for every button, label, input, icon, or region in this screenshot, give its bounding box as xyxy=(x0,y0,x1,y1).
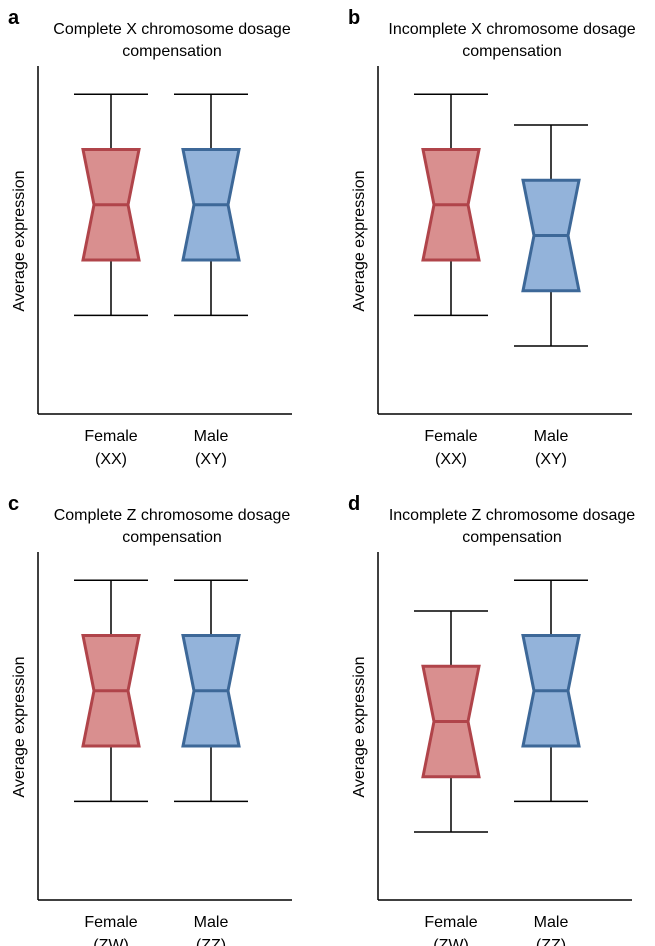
box-male xyxy=(514,124,588,347)
x-tick-sublabel: (XY) xyxy=(535,451,567,468)
box-female xyxy=(414,93,488,317)
chart-title: Complete X chromosome dosage xyxy=(53,21,291,38)
box-male xyxy=(174,579,248,803)
x-tick-label: Male xyxy=(194,428,229,445)
chart-title: compensation xyxy=(122,529,222,546)
panel-letter: b xyxy=(348,7,360,29)
x-tick-sublabel: (XX) xyxy=(435,451,467,468)
panel-letter: c xyxy=(8,493,19,515)
x-tick-label: Male xyxy=(194,914,229,931)
x-tick-label: Female xyxy=(424,914,477,931)
y-axis-label: Average expression xyxy=(351,656,368,797)
x-tick-label: Male xyxy=(534,914,569,931)
x-tick-label: Male xyxy=(534,428,569,445)
panel-c: c Complete Z chromosome dosage compensatio… xyxy=(8,493,292,946)
x-tick-sublabel: (XX) xyxy=(95,451,127,468)
chart-title: compensation xyxy=(462,529,562,546)
x-tick-sublabel: (XY) xyxy=(195,451,227,468)
chart-title: Incomplete X chromosome dosage xyxy=(388,21,635,38)
y-axis-label: Average expression xyxy=(351,170,368,311)
y-axis-label: Average expression xyxy=(11,656,28,797)
box-male xyxy=(174,93,248,317)
panel-a: a Complete X chromosome dosage compensatio… xyxy=(8,7,292,468)
x-tick-label: Female xyxy=(84,428,137,445)
x-tick-sublabel: (ZZ) xyxy=(196,937,226,946)
box-female xyxy=(414,610,488,833)
panel-d: d Incomplete Z chromosome dosage compensat… xyxy=(348,493,635,946)
x-tick-label: Female xyxy=(424,428,477,445)
panel-letter: a xyxy=(8,7,20,29)
box-female xyxy=(74,93,148,317)
chart-title: compensation xyxy=(462,43,562,60)
y-axis-label: Average expression xyxy=(11,170,28,311)
chart-title: Incomplete Z chromosome dosage xyxy=(389,507,635,524)
x-tick-sublabel: (ZW) xyxy=(93,937,129,946)
chart-title: Complete Z chromosome dosage xyxy=(54,507,291,524)
box-male xyxy=(514,579,588,803)
panel-letter: d xyxy=(348,493,360,515)
x-tick-sublabel: (ZZ) xyxy=(536,937,566,946)
chart-title: compensation xyxy=(122,43,222,60)
box-female xyxy=(74,579,148,803)
x-tick-label: Female xyxy=(84,914,137,931)
panel-b: b Incomplete X chromosome dosage compensat… xyxy=(348,7,636,468)
x-tick-sublabel: (ZW) xyxy=(433,937,469,946)
